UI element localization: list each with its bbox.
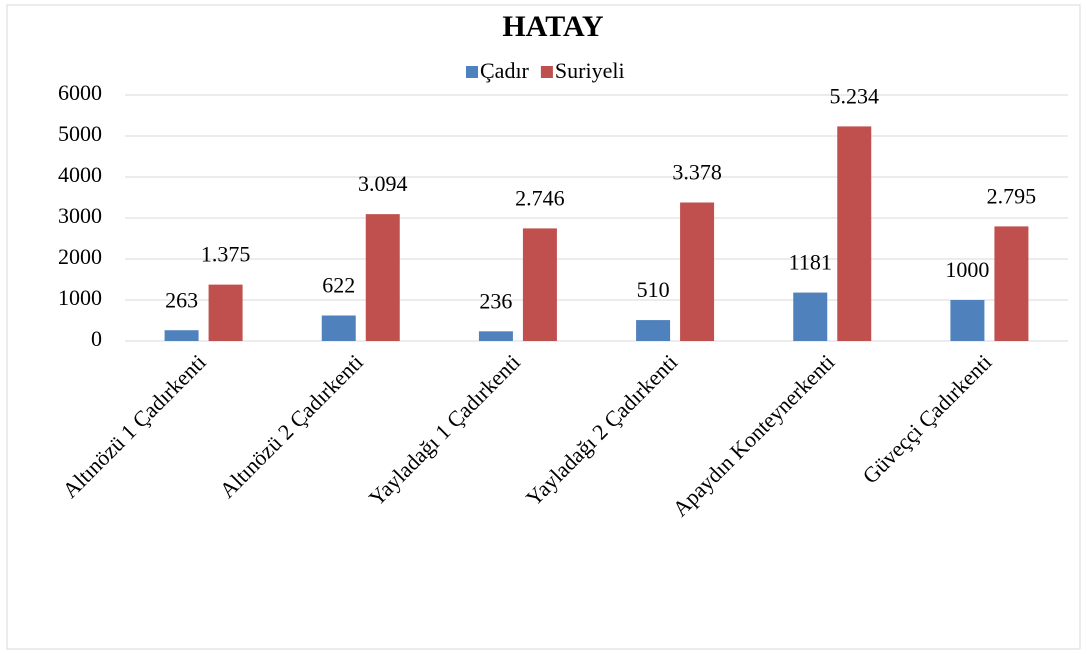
bar	[950, 300, 985, 341]
bar	[522, 228, 557, 341]
bar	[636, 320, 671, 341]
data-label: 3.378	[672, 160, 722, 185]
bar	[365, 214, 400, 341]
data-label: 622	[322, 273, 355, 298]
legend-label: Suriyeli	[555, 58, 625, 83]
y-tick-label: 3000	[58, 203, 102, 228]
data-label: 263	[165, 287, 198, 312]
data-label: 1.375	[201, 242, 251, 267]
bar	[793, 292, 828, 341]
data-label: 2.746	[515, 185, 565, 210]
legend-label: Çadır	[480, 58, 530, 83]
legend-swatch	[466, 66, 478, 78]
y-tick-label: 2000	[58, 244, 102, 269]
bar	[478, 331, 513, 341]
bar	[208, 284, 243, 341]
y-tick-label: 6000	[58, 80, 102, 105]
data-label: 1000	[945, 257, 989, 282]
y-tick-label: 0	[91, 326, 102, 351]
data-label: 5.234	[830, 83, 880, 108]
y-tick-label: 4000	[58, 162, 102, 187]
data-label: 2.795	[987, 183, 1037, 208]
bar	[321, 315, 356, 341]
bar	[994, 226, 1029, 341]
data-label: 3.094	[358, 171, 408, 196]
bar	[164, 330, 199, 341]
y-tick-label: 1000	[58, 285, 102, 310]
y-tick-label: 5000	[58, 121, 102, 146]
data-label: 236	[479, 288, 512, 313]
bar	[680, 202, 715, 341]
data-label: 1181	[789, 250, 832, 275]
legend-swatch	[540, 66, 553, 78]
chart-title: HATAY	[502, 10, 603, 43]
data-label: 510	[637, 277, 670, 302]
bar	[837, 126, 872, 341]
